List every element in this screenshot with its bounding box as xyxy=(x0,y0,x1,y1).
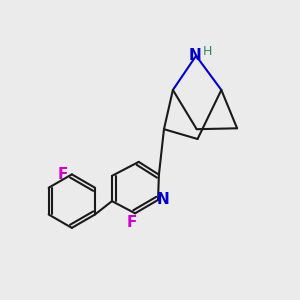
Text: F: F xyxy=(127,215,137,230)
Text: H: H xyxy=(202,45,212,58)
Text: N: N xyxy=(157,192,170,207)
Text: F: F xyxy=(58,167,68,182)
Text: N: N xyxy=(188,48,201,63)
